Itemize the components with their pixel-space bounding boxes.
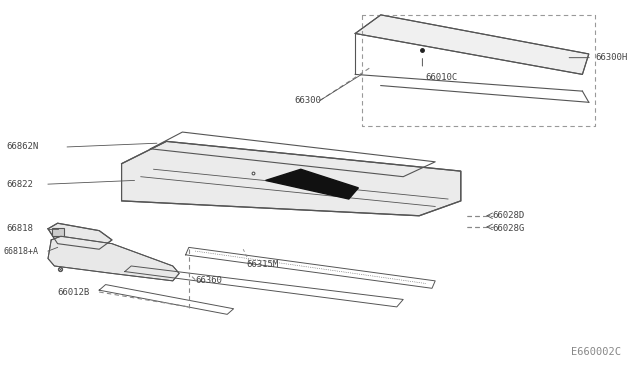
Polygon shape [266, 169, 358, 199]
Text: 66300: 66300 [294, 96, 321, 105]
Text: 66028D: 66028D [493, 211, 525, 220]
Text: 66822: 66822 [6, 180, 33, 189]
Text: 66818: 66818 [6, 224, 33, 233]
Text: E660002C: E660002C [571, 347, 621, 357]
Text: 66010C: 66010C [426, 73, 458, 81]
Polygon shape [122, 141, 461, 216]
Text: 66028G: 66028G [493, 224, 525, 233]
Text: 66862N: 66862N [6, 142, 38, 151]
Polygon shape [48, 223, 112, 249]
FancyBboxPatch shape [52, 228, 64, 236]
Text: 66012B: 66012B [58, 288, 90, 296]
Polygon shape [355, 15, 589, 74]
Text: 66300H: 66300H [595, 53, 627, 62]
Text: 66315M: 66315M [246, 260, 278, 269]
Text: 66818+A: 66818+A [3, 247, 38, 256]
Text: 66360: 66360 [195, 276, 222, 285]
Polygon shape [48, 236, 179, 281]
